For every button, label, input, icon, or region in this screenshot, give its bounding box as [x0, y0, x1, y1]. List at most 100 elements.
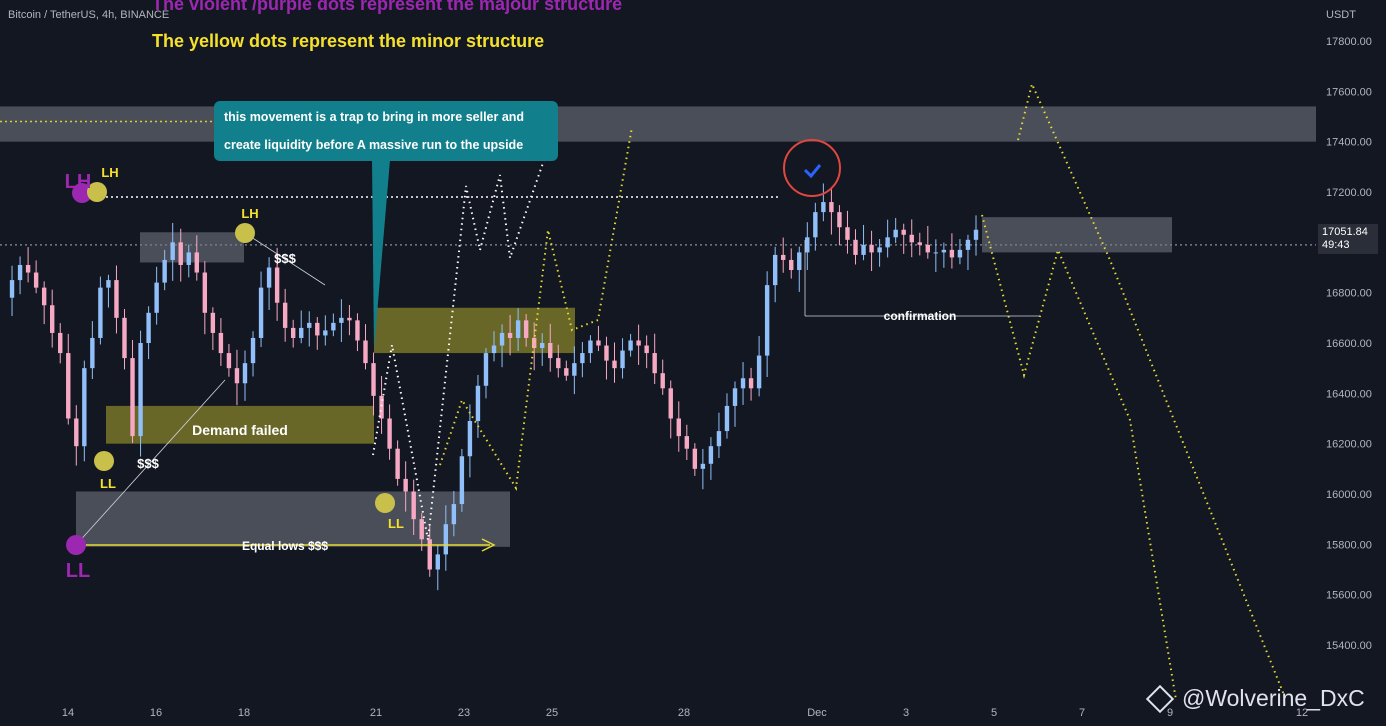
price-axis-tick: 16600.00: [1326, 338, 1372, 350]
candle-body: [708, 446, 714, 464]
candle-body: [507, 332, 513, 338]
zone-gray: [982, 217, 1172, 253]
minor-structure-dot: [87, 182, 107, 202]
candle-body: [813, 212, 818, 238]
candle-body: [130, 358, 135, 437]
candle-body: [572, 363, 577, 376]
binance-logo-icon: [1145, 684, 1175, 713]
candle-body: [122, 317, 127, 359]
annotation-label: LH: [241, 206, 258, 221]
candle-body: [531, 337, 537, 349]
candle-body: [106, 280, 111, 288]
candle-body: [885, 237, 890, 248]
candle-body: [41, 287, 47, 306]
candle-body: [419, 519, 424, 540]
time-axis-tick: 28: [678, 707, 690, 719]
time-axis-tick: 12: [1296, 707, 1308, 719]
candle-body: [395, 448, 400, 479]
price-axis-tick: 17600.00: [1326, 86, 1372, 98]
yellow-path-3: [1017, 80, 1287, 701]
candle-body: [596, 340, 601, 346]
candle-body: [652, 353, 657, 374]
candle-body: [443, 524, 449, 555]
price-axis-tick: 15800.00: [1326, 539, 1372, 551]
price-axis-tick: 17400.00: [1326, 137, 1372, 149]
candle-body: [620, 350, 625, 369]
candle-body: [540, 343, 545, 349]
candle-body: [323, 330, 328, 336]
time-axis-tick: 16: [150, 707, 162, 719]
callout-pointer: [372, 160, 390, 350]
trap-callout: this movement is a trap to bring in more…: [214, 101, 558, 161]
candle-body: [628, 340, 633, 351]
price-axis-tick: 16200.00: [1326, 439, 1372, 451]
candle-body: [210, 312, 216, 333]
candle-body: [499, 332, 505, 346]
candle-body: [74, 418, 79, 447]
candle-body: [250, 337, 256, 364]
candle-body: [331, 322, 336, 331]
candle-body: [49, 305, 55, 333]
major-structure-note: The violent /purple dots represent the m…: [152, 0, 623, 14]
candle-body: [202, 272, 208, 313]
confirmation-circle: [783, 139, 841, 197]
candle-body: [781, 254, 786, 260]
candle-body: [756, 355, 762, 389]
annotation-label: LH: [65, 171, 92, 193]
candle-body: [877, 247, 882, 253]
time-axis-tick: 9: [1167, 707, 1173, 719]
zone-gray: [76, 491, 510, 547]
candle-body: [909, 234, 914, 243]
candle-body: [588, 340, 593, 354]
candle-body: [772, 254, 778, 286]
candle-body: [829, 202, 834, 213]
candle-body: [556, 358, 561, 369]
candle-body: [837, 212, 842, 228]
yellow-path-2: [981, 214, 1177, 701]
candle-body: [98, 287, 103, 338]
candle-body: [700, 463, 706, 469]
candle-body: [523, 320, 529, 338]
candle-body: [933, 252, 939, 254]
candle-body: [748, 378, 754, 389]
candle-body: [347, 317, 352, 321]
time-axis-tick: 18: [238, 707, 250, 719]
candle-body: [274, 267, 280, 303]
candle-body: [893, 229, 898, 238]
candle-body: [411, 491, 416, 520]
annotation-label: $$$: [137, 456, 159, 471]
candle-body: [467, 421, 473, 457]
candle-body: [371, 363, 376, 396]
candle-body: [435, 554, 440, 570]
candle-body: [644, 345, 649, 354]
candle-body: [178, 242, 183, 265]
price-axis: [1306, 0, 1386, 726]
annotation-label: $$$: [274, 251, 296, 266]
minor-structure-dot: [235, 223, 255, 243]
candle-body: [242, 363, 248, 384]
candle-body: [869, 244, 874, 253]
candle-body: [282, 302, 288, 328]
candle-body: [234, 368, 240, 384]
time-axis-tick: Dec: [807, 707, 827, 719]
minor-structure-note: The yellow dots represent the minor stru…: [152, 31, 545, 51]
annotation-label: LH: [101, 165, 118, 180]
author-watermark: @Wolverine_DxC: [1145, 684, 1365, 713]
price-axis-tick: 15400.00: [1326, 640, 1372, 652]
callout-line-1: this movement is a trap to bring in more…: [224, 110, 525, 124]
candle-body: [82, 368, 87, 447]
candle-body: [218, 332, 224, 354]
symbol-title: Bitcoin / TetherUS, 4h, BINANCE: [8, 9, 170, 21]
candle-body: [789, 259, 794, 271]
callout-line-2: create liquidity before A massive run to…: [224, 138, 524, 152]
candle-body: [580, 353, 585, 364]
candle-body: [805, 237, 810, 253]
last-price: 17051.84: [1322, 226, 1368, 238]
zone-olive: [106, 405, 374, 444]
candle-body: [162, 259, 167, 283]
candle-body: [957, 249, 963, 258]
candle-body: [483, 353, 489, 386]
candle-body: [9, 280, 15, 298]
candle-body: [668, 388, 673, 419]
